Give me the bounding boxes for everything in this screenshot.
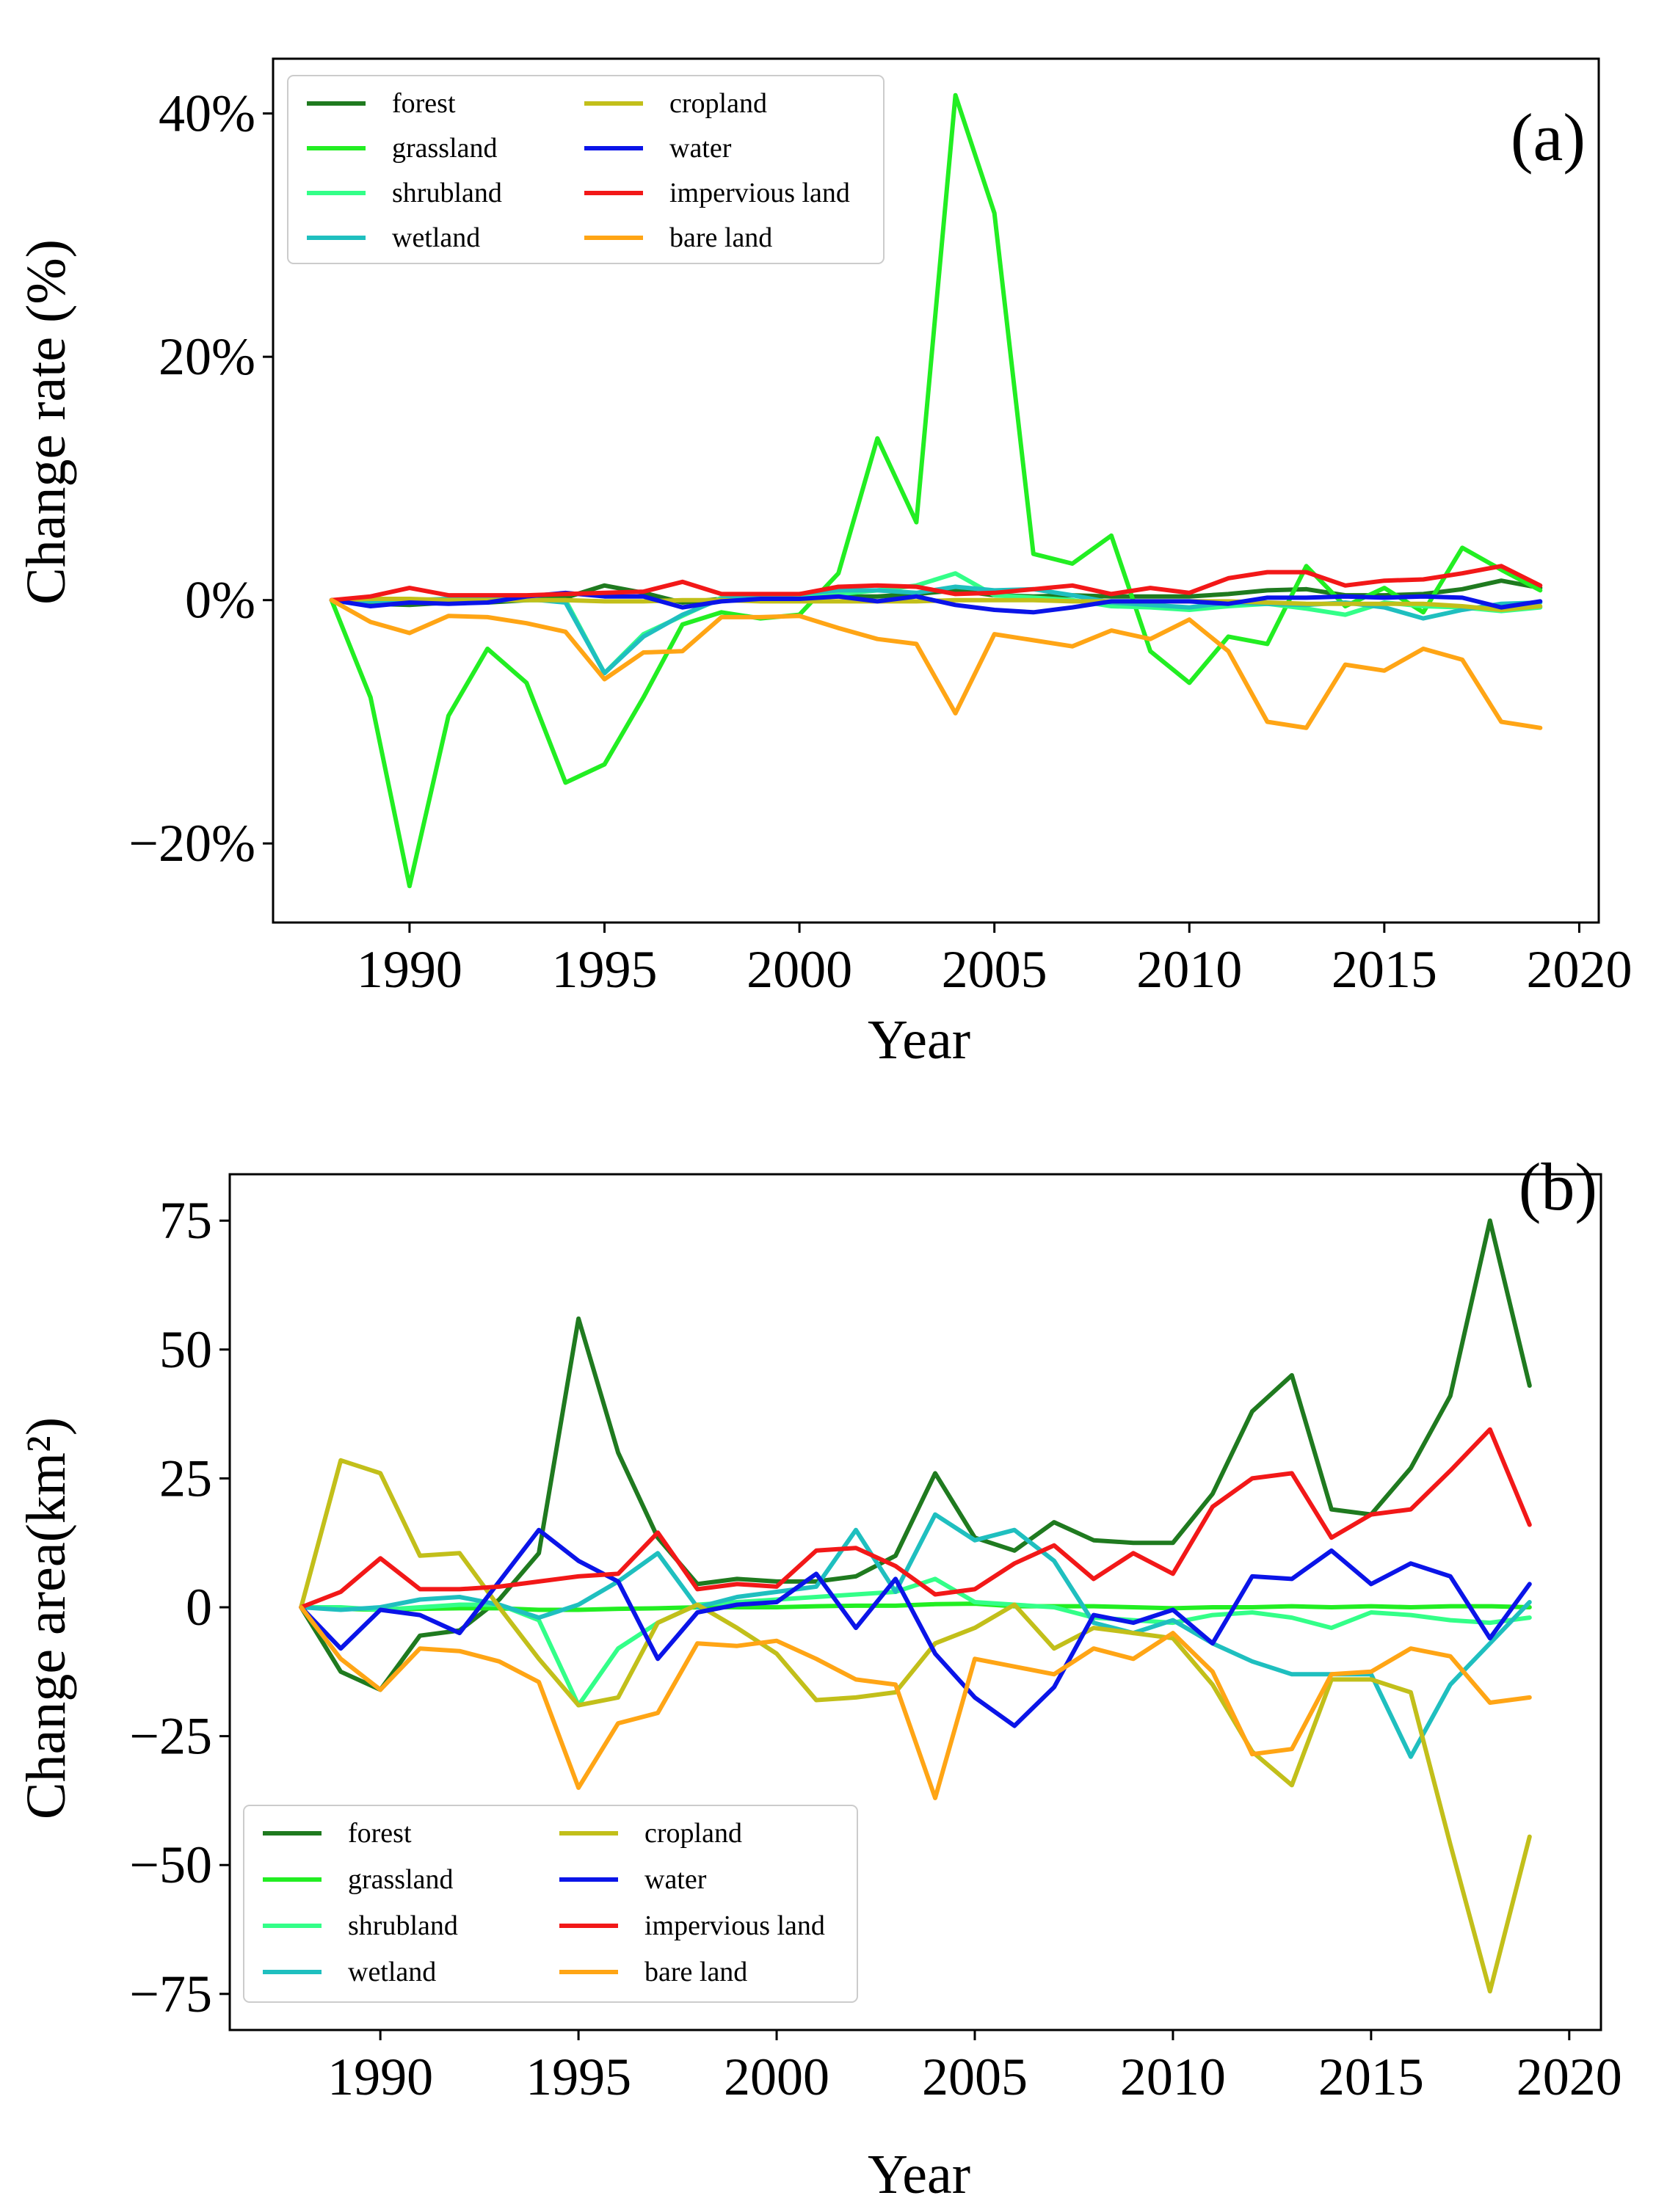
x-tick-label: 2005 [922, 2048, 1028, 2106]
series-lines [299, 1218, 1532, 1994]
legend-item-impervious-land: impervious land [559, 1910, 825, 1941]
panel-b-label: (b) [1519, 1149, 1597, 1224]
y-tick-label: 20% [159, 327, 255, 386]
series-line-impervious-land [299, 1427, 1532, 1609]
series-line-bare-land [329, 597, 1543, 730]
panel-b-y-axis-title: Change area(km²) [15, 1417, 77, 1819]
legend-item-shrubland: shrubland [263, 1910, 458, 1941]
y-tick-label: −75 [129, 1965, 212, 2023]
x-tick-label: 2020 [1526, 940, 1632, 999]
legend-item-wetland: wetland [307, 222, 480, 253]
legend-item-shrubland: shrubland [307, 178, 502, 208]
panel-a-y-axis-title: Change rate (%) [15, 239, 77, 605]
legend-label: grassland [392, 133, 498, 164]
y-tick-label: 50 [159, 1320, 212, 1379]
x-tick-label: 2010 [1120, 2048, 1226, 2106]
legend-item-cropland: cropland [559, 1818, 742, 1849]
series-line-grassland [329, 92, 1543, 889]
series-line-cropland [299, 1458, 1532, 1994]
y-tick-label: −25 [129, 1707, 212, 1766]
x-tick-label: 1995 [526, 2048, 631, 2106]
legend-label: forest [392, 88, 456, 119]
legend-label: wetland [348, 1957, 436, 1987]
y-tick-label: −20% [128, 814, 255, 873]
x-tick-label: 2000 [747, 940, 852, 999]
series-line-water [299, 1527, 1532, 1728]
legend-label: water [669, 133, 732, 164]
panel-b-chart: Change area(km²) Year (b) 1990 1995 2000 20… [15, 1149, 1622, 2205]
legend-label: shrubland [392, 178, 502, 208]
legend-label: shrubland [348, 1910, 458, 1941]
legend-label: bare land [669, 222, 772, 253]
legend-label: cropland [669, 88, 767, 119]
panel-a-x-axis-title: Year [868, 1009, 970, 1071]
x-tick-label: 1990 [357, 940, 462, 999]
panel-b-x-axis-title: Year [868, 2144, 970, 2205]
legend-item-water: water [584, 133, 732, 164]
x-tick-label: 1990 [327, 2048, 433, 2106]
plot-frame [228, 1173, 1602, 2031]
series-lines [329, 92, 1543, 889]
legend: forest grassland shrubland wetland cropland w… [243, 1805, 858, 2003]
legend-item-grassland: grassland [263, 1864, 454, 1895]
legend-item-wetland: wetland [263, 1957, 436, 1987]
series-line-bare-land [299, 1605, 1532, 1800]
legend-item-grassland: grassland [307, 133, 498, 164]
y-tick-label: 75 [159, 1191, 212, 1250]
legend-item-impervious-land: impervious land [584, 178, 850, 208]
x-tick-label: 2005 [942, 940, 1047, 999]
x-tick-label: 2020 [1517, 2048, 1622, 2106]
legend-item-forest: forest [263, 1818, 412, 1849]
legend-item-bare-land: bare land [559, 1957, 747, 1987]
panel-a-label: (a) [1511, 100, 1586, 175]
legend-label: cropland [644, 1818, 742, 1849]
legend-item-bare-land: bare land [584, 222, 772, 253]
series-line-impervious-land [329, 564, 1543, 603]
legend-item-forest: forest [307, 88, 456, 119]
series-line-wetland [299, 1512, 1532, 1759]
plot-frame [272, 57, 1600, 924]
series-line-forest [299, 1218, 1532, 1692]
y-tick-label: 25 [159, 1449, 212, 1507]
legend-box [243, 1805, 858, 2003]
legend-item-water: water [559, 1864, 707, 1895]
panel-a-chart: Change rate (%) Year (a) 1990 1995 2000 200… [15, 57, 1632, 1071]
legend-label: impervious land [644, 1910, 825, 1941]
x-tick-label: 2015 [1318, 2048, 1424, 2106]
y-tick-label: 0% [185, 571, 255, 630]
x-tick-label: 2000 [724, 2048, 829, 2106]
x-tick-label: 1995 [552, 940, 658, 999]
y-tick-label: 40% [159, 84, 255, 143]
legend-label: water [644, 1864, 707, 1895]
x-tick-label: 2010 [1136, 940, 1242, 999]
legend-label: bare land [644, 1957, 747, 1987]
legend-label: wetland [392, 222, 480, 253]
legend: forest grassland shrubland wetland cropland w… [287, 75, 885, 264]
y-tick-label: 0 [186, 1578, 212, 1637]
legend-label: impervious land [669, 178, 850, 208]
legend-box [287, 75, 885, 264]
legend-label: grassland [348, 1864, 454, 1895]
x-tick-label: 2015 [1332, 940, 1437, 999]
legend-label: forest [348, 1818, 412, 1849]
y-tick-label: −50 [129, 1836, 212, 1894]
legend-item-cropland: cropland [584, 88, 767, 119]
